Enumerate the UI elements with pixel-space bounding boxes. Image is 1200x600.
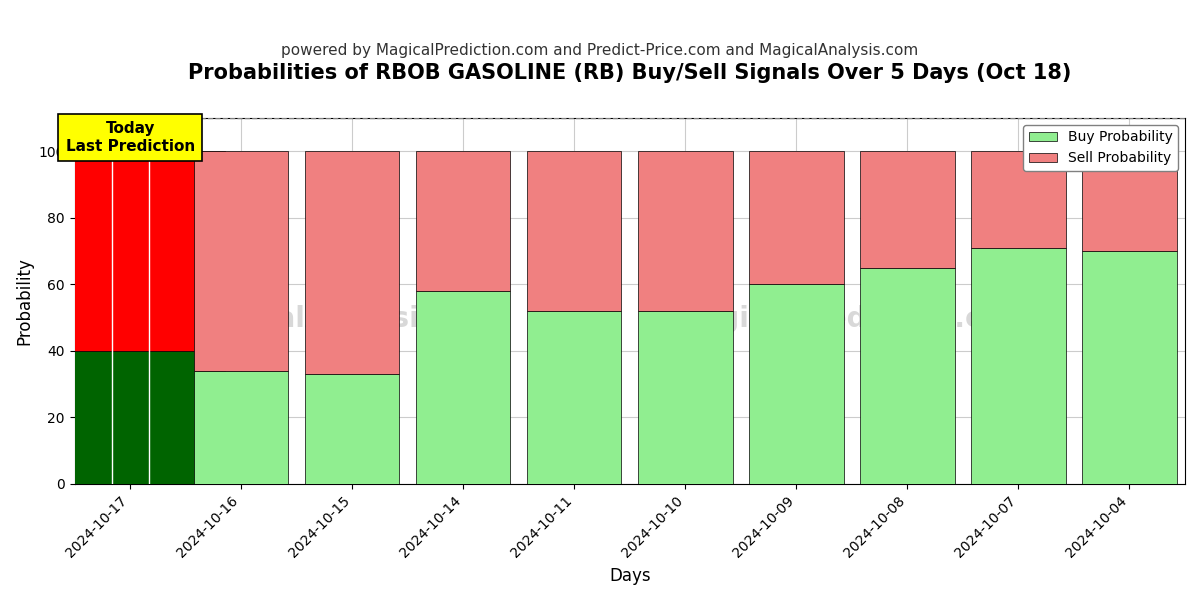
X-axis label: Days: Days [610,567,650,585]
Bar [971,151,1066,248]
Bar [749,151,844,284]
Bar [1082,151,1177,251]
Bar [527,151,622,311]
Bar [638,151,732,311]
Y-axis label: Probability: Probability [16,257,34,345]
Bar [860,151,955,268]
Bar [638,311,732,484]
Title: Probabilities of RBOB GASOLINE (RB) Buy/Sell Signals Over 5 Days (Oct 18): Probabilities of RBOB GASOLINE (RB) Buy/… [188,63,1072,83]
Bar [305,151,400,374]
Bar [416,291,510,484]
Text: calAnalysis.com: calAnalysis.com [260,305,511,333]
Bar [527,311,622,484]
Bar [971,248,1066,484]
Bar [36,151,224,351]
Legend: Buy Probability, Sell Probability: Buy Probability, Sell Probability [1024,125,1178,171]
Bar [416,151,510,291]
Text: powered by MagicalPrediction.com and Predict-Price.com and MagicalAnalysis.com: powered by MagicalPrediction.com and Pre… [281,43,919,58]
Bar [36,351,224,484]
Bar [194,151,288,371]
Bar [1082,251,1177,484]
Bar [749,284,844,484]
Text: MagicalPrediction.com: MagicalPrediction.com [673,305,1030,333]
Text: Today
Last Prediction: Today Last Prediction [66,121,194,154]
Bar [194,371,288,484]
Bar [860,268,955,484]
Bar [305,374,400,484]
